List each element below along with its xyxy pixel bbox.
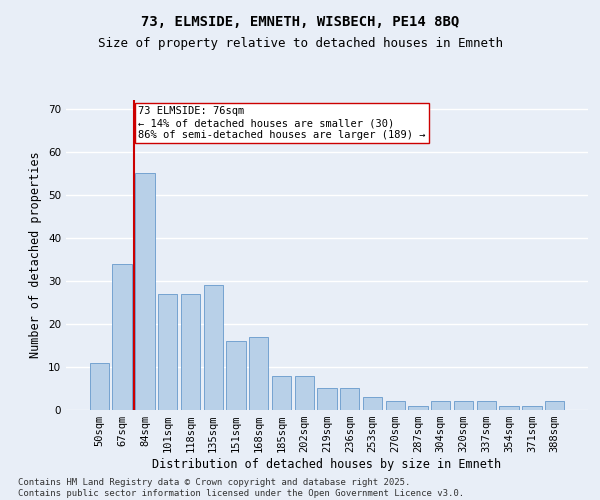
Bar [90, 362, 109, 410]
Bar [112, 264, 132, 410]
Bar [135, 173, 155, 410]
Text: 73 ELMSIDE: 76sqm
← 14% of detached houses are smaller (30)
86% of semi-detached: 73 ELMSIDE: 76sqm ← 14% of detached hous… [138, 106, 425, 140]
Bar [409, 406, 428, 410]
Bar [431, 402, 451, 410]
Bar [522, 406, 542, 410]
Bar [476, 402, 496, 410]
Bar [272, 376, 291, 410]
Bar [340, 388, 359, 410]
Bar [317, 388, 337, 410]
Bar [295, 376, 314, 410]
Bar [226, 341, 245, 410]
Text: 73, ELMSIDE, EMNETH, WISBECH, PE14 8BQ: 73, ELMSIDE, EMNETH, WISBECH, PE14 8BQ [141, 15, 459, 29]
Bar [454, 402, 473, 410]
Bar [249, 337, 268, 410]
Bar [499, 406, 519, 410]
Text: Contains HM Land Registry data © Crown copyright and database right 2025.
Contai: Contains HM Land Registry data © Crown c… [18, 478, 464, 498]
X-axis label: Distribution of detached houses by size in Emneth: Distribution of detached houses by size … [152, 458, 502, 471]
Bar [386, 402, 405, 410]
Bar [158, 294, 178, 410]
Bar [203, 285, 223, 410]
Y-axis label: Number of detached properties: Number of detached properties [29, 152, 43, 358]
Text: Size of property relative to detached houses in Emneth: Size of property relative to detached ho… [97, 38, 503, 51]
Bar [363, 397, 382, 410]
Bar [181, 294, 200, 410]
Bar [545, 402, 564, 410]
